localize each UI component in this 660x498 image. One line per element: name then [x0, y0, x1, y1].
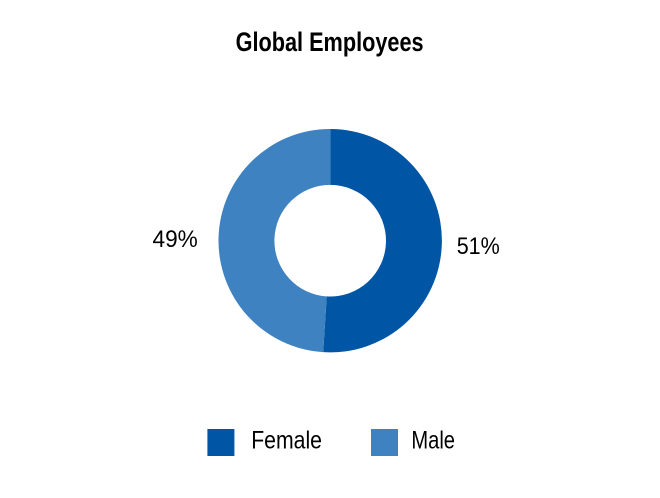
svg-text:Male: Male — [411, 427, 455, 455]
svg-text:51%: 51% — [457, 233, 500, 260]
svg-text:Female: Female — [251, 427, 322, 455]
svg-text:49%: 49% — [153, 226, 198, 253]
svg-text:Global Employees: Global Employees — [236, 27, 424, 57]
